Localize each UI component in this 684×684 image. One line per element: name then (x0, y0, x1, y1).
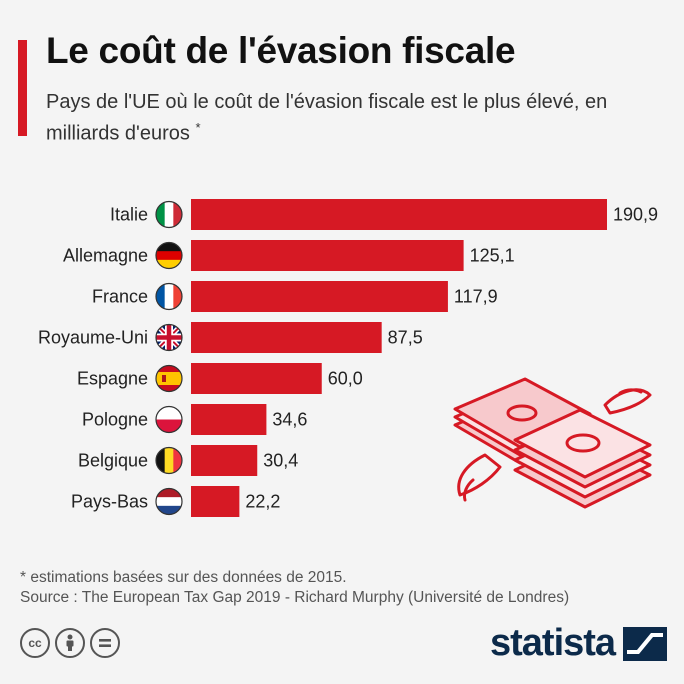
title-accent-bar (18, 40, 27, 136)
category-label: France (92, 287, 148, 307)
uk-flag-icon (155, 323, 183, 352)
footnote-note: * estimations basées sur des données de … (20, 569, 347, 586)
chart-subtitle: Pays de l'UE où le coût de l'évasion fis… (46, 90, 646, 147)
by-icon[interactable] (55, 628, 85, 658)
es-flag-icon (155, 364, 183, 393)
bar-italie (191, 199, 607, 230)
flying-money-icon (453, 377, 652, 509)
value-label: 60,0 (328, 369, 363, 389)
license-icons: cc (20, 628, 120, 658)
brand-name: statista (490, 622, 616, 664)
de-flag-icon (155, 241, 183, 270)
pl-flag-icon (155, 405, 183, 434)
bars-group: Italie 190,9 Allemagne 125,1 France 117,9 Roya… (38, 199, 658, 517)
cc-icon[interactable]: cc (20, 628, 50, 658)
bar-espagne (191, 363, 322, 394)
category-label: Allemagne (63, 246, 148, 266)
bar-belgique (191, 445, 258, 476)
bar-france (191, 281, 448, 312)
nd-icon[interactable] (90, 628, 120, 658)
fr-flag-icon (155, 282, 183, 311)
value-label: 117,9 (454, 287, 498, 307)
nl-flag-icon (155, 487, 183, 516)
value-label: 22,2 (245, 492, 280, 512)
subtitle-footnote-mark: * (195, 120, 201, 135)
value-label: 87,5 (388, 328, 423, 348)
statista-brand[interactable]: statista (490, 622, 668, 665)
bar-royaume-uni (191, 322, 382, 353)
category-label: Belgique (78, 451, 148, 471)
value-label: 30,4 (263, 451, 298, 471)
value-label: 190,9 (613, 205, 658, 225)
source-note: Source : The European Tax Gap 2019 - Ric… (20, 589, 570, 606)
it-flag-icon (155, 200, 183, 229)
value-label: 34,6 (272, 410, 307, 430)
footnote-block: * estimations basées sur des données de … (20, 568, 569, 608)
category-label: Royaume-Uni (38, 328, 148, 348)
category-label: Espagne (77, 369, 148, 389)
bar-pays-bas (191, 486, 240, 517)
statista-logo-icon (623, 626, 668, 661)
bar-allemagne (191, 240, 464, 271)
value-label: 125,1 (470, 246, 515, 266)
subtitle-text: Pays de l'UE où le coût de l'évasion fis… (46, 91, 608, 145)
category-label: Italie (110, 205, 148, 225)
category-label: Pays-Bas (71, 492, 148, 512)
chart-title: Le coût de l'évasion fiscale (46, 30, 516, 71)
be-flag-icon (155, 446, 183, 475)
category-label: Pologne (82, 410, 148, 430)
bar-pologne (191, 404, 267, 435)
